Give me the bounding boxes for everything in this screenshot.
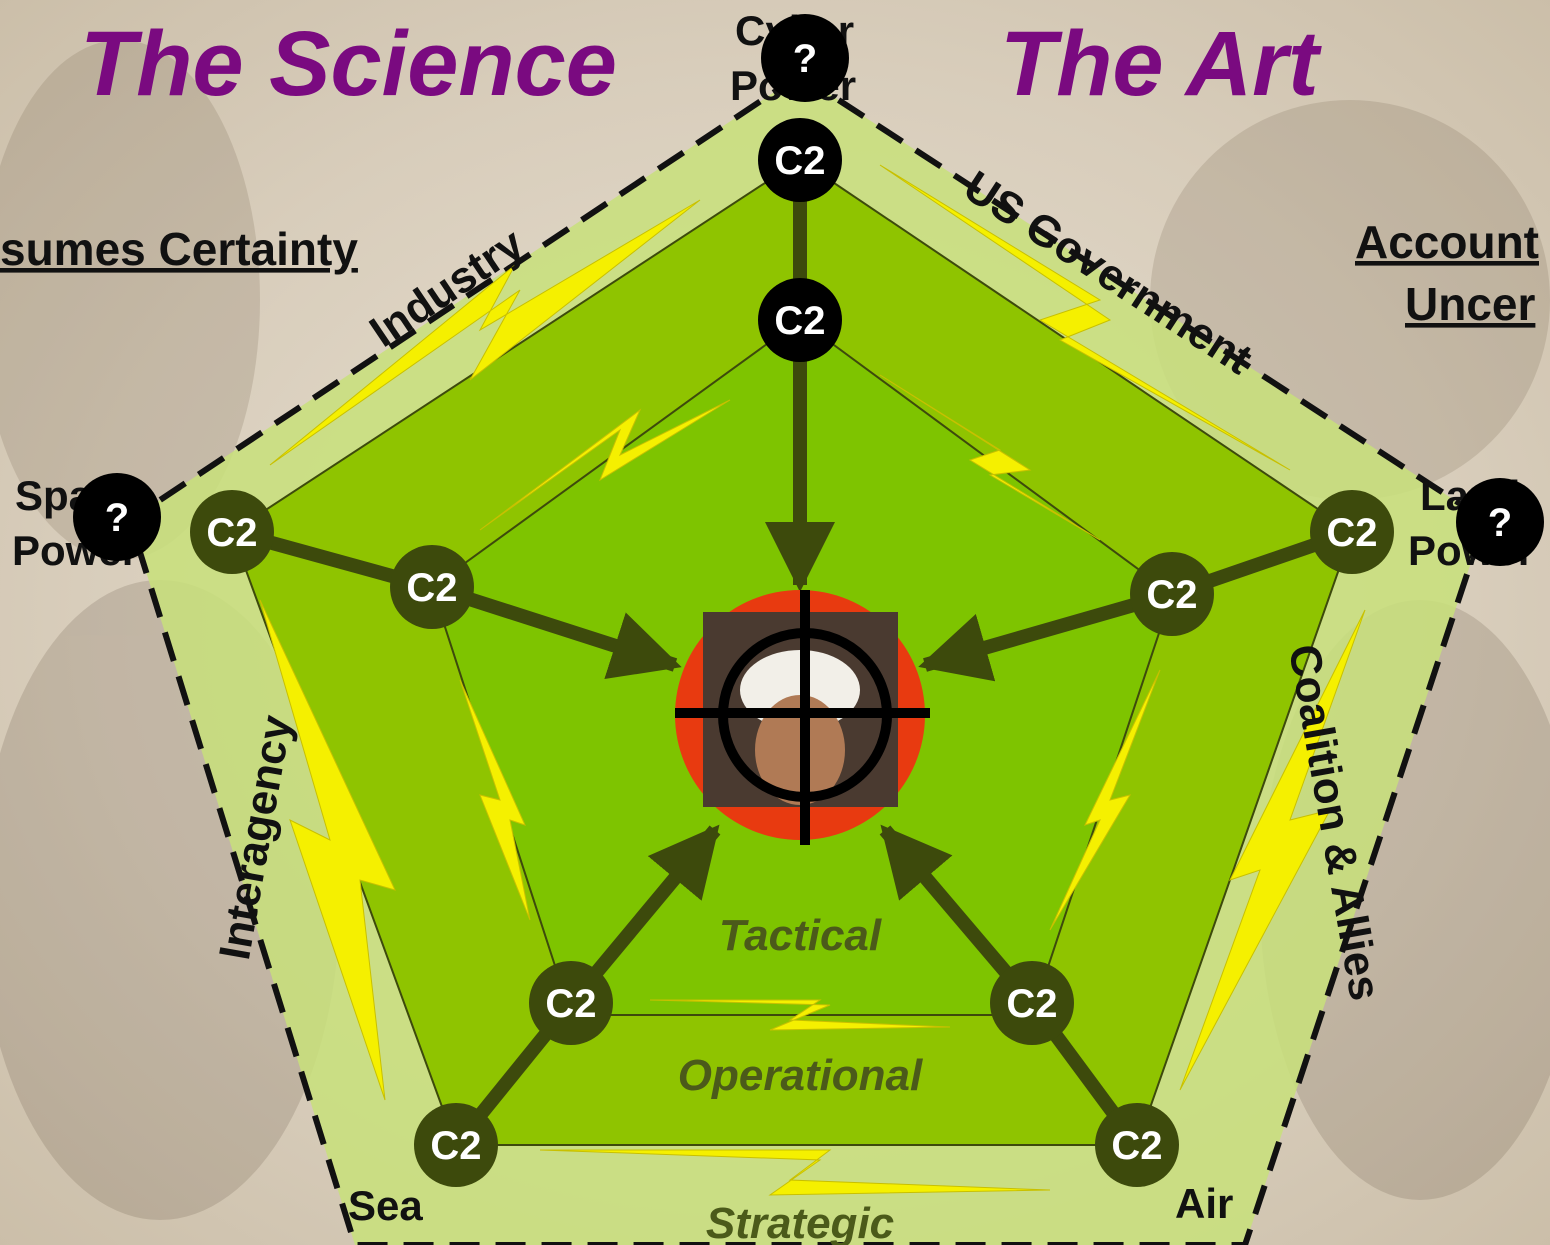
diagram: The Science The Art sumes Certainty Acco… — [0, 0, 1550, 1245]
question-text: ? — [105, 496, 129, 540]
title-art: The Art — [1000, 13, 1322, 115]
c2-label: C2 — [206, 511, 257, 555]
question-text: ? — [1488, 501, 1512, 545]
corner-label: Sea — [348, 1182, 423, 1229]
level-label: Operational — [678, 1051, 923, 1100]
note-left: sumes Certainty — [0, 223, 358, 275]
c2-label: C2 — [774, 299, 825, 343]
note-right: Account — [1355, 216, 1539, 268]
page: The Science The Art sumes Certainty Acco… — [0, 0, 1550, 1245]
c2-label: C2 — [1326, 511, 1377, 555]
target — [675, 590, 930, 845]
question-text: ? — [793, 37, 817, 81]
note-right: Uncer — [1405, 278, 1535, 330]
level-label: Strategic — [706, 1199, 894, 1245]
c2-label: C2 — [406, 566, 457, 610]
c2-label: C2 — [545, 982, 596, 1026]
c2-label: C2 — [1006, 982, 1057, 1026]
title-science: The Science — [80, 13, 617, 115]
c2-label: C2 — [1146, 573, 1197, 617]
c2-label: C2 — [1111, 1124, 1162, 1168]
c2-label: C2 — [774, 139, 825, 183]
c2-label: C2 — [430, 1124, 481, 1168]
corner-label: Air — [1175, 1180, 1233, 1227]
level-label: Tactical — [719, 911, 882, 960]
